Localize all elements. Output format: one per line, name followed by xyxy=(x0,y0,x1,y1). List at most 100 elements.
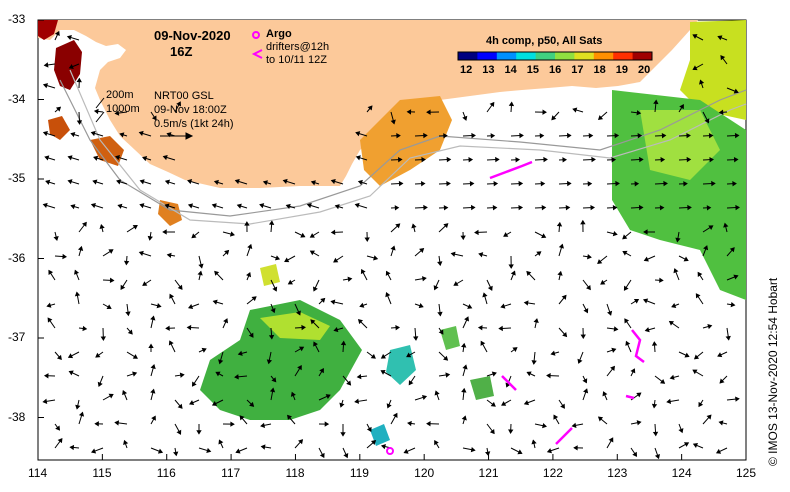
current-vector-head xyxy=(587,181,593,187)
current-vector-head xyxy=(282,178,288,185)
latitude-label: -35 xyxy=(8,171,26,185)
current-vector-head xyxy=(55,425,61,431)
current-vector-head xyxy=(395,324,401,331)
colorbar-segment xyxy=(458,52,478,60)
current-vector-head xyxy=(706,205,712,211)
current-vector-head xyxy=(151,115,157,121)
current-vector-head xyxy=(613,326,619,332)
current-vector-head xyxy=(390,245,396,251)
current-vector-head xyxy=(236,203,242,209)
current-vector-head xyxy=(469,180,475,187)
current-vector-head xyxy=(561,294,567,300)
current-vector-head xyxy=(230,421,235,427)
current-vector-head xyxy=(81,221,87,227)
current-vector-head xyxy=(500,303,506,309)
current-vector-head xyxy=(272,286,278,292)
current-vector-head xyxy=(630,368,636,374)
current-vector-head xyxy=(495,156,500,163)
current-vector-head xyxy=(654,453,660,460)
current-vector-head xyxy=(612,205,618,211)
current-vector-head xyxy=(597,259,603,265)
current-vector-head xyxy=(708,133,714,139)
current-vector-head xyxy=(139,179,145,185)
current-vector-head xyxy=(162,229,167,235)
current-vector-head xyxy=(720,55,726,61)
current-vector-head xyxy=(434,439,439,446)
current-vector-head xyxy=(150,315,156,321)
current-vector-head xyxy=(48,269,54,275)
colorbar-segment xyxy=(613,52,634,60)
current-vector-head xyxy=(698,401,704,408)
longitude-label: 125 xyxy=(736,466,757,480)
current-vector-head xyxy=(487,285,493,291)
current-vector-head xyxy=(380,370,386,375)
current-vector-head xyxy=(223,318,229,324)
current-vector-head xyxy=(67,353,74,359)
longitude-label: 119 xyxy=(349,466,369,480)
current-vector-head xyxy=(611,157,617,163)
longitude-label: 123 xyxy=(607,466,628,480)
current-vector-head xyxy=(686,132,691,139)
longitude-label: 120 xyxy=(414,466,435,480)
current-vector-head xyxy=(526,371,532,377)
current-vector-head xyxy=(354,398,360,404)
current-vector-head xyxy=(93,108,99,115)
colorbar xyxy=(457,51,653,61)
current-vector-head xyxy=(333,257,339,263)
current-vector-head xyxy=(215,371,221,377)
current-vector-head xyxy=(166,252,172,258)
current-vector-head xyxy=(310,319,316,325)
current-vector-head xyxy=(67,179,73,185)
current-vector-head xyxy=(512,347,518,352)
current-vector-head xyxy=(571,422,577,429)
current-vector-head xyxy=(164,179,170,185)
colorbar-segment xyxy=(632,52,653,60)
current-vector-head xyxy=(540,181,546,187)
current-vector-head xyxy=(692,369,698,375)
current-vector-head xyxy=(652,431,659,437)
current-vector-head xyxy=(531,360,537,365)
current-vector-head xyxy=(733,88,739,94)
current-vector-head xyxy=(659,277,664,283)
current-vector-head xyxy=(333,326,339,333)
current-vector-head xyxy=(75,404,81,410)
current-vector-head xyxy=(562,157,567,163)
current-vector-head xyxy=(519,132,524,139)
current-vector-head xyxy=(683,256,689,262)
current-vector-head xyxy=(735,204,740,211)
current-vector-head xyxy=(718,109,724,115)
sst-patch-nw-red xyxy=(54,40,82,90)
current-vector-head xyxy=(580,219,586,225)
current-vector-head xyxy=(367,105,373,111)
current-vector-head xyxy=(285,203,291,210)
current-vector-head xyxy=(148,343,154,348)
current-vector-head xyxy=(711,180,716,187)
colorbar-tick-label: 19 xyxy=(615,64,628,76)
drifter-track xyxy=(489,160,533,180)
current-vector-head xyxy=(150,388,156,394)
current-vector-head xyxy=(123,439,129,446)
current-vector-head xyxy=(653,99,659,105)
current-vector-head xyxy=(43,373,49,379)
current-vector-head xyxy=(356,373,362,380)
current-vector-head xyxy=(715,448,722,454)
current-vector-head xyxy=(413,336,419,341)
current-vector-head xyxy=(661,132,667,139)
current-vector-head xyxy=(406,352,412,358)
sst-patch-east-lightgreen xyxy=(640,110,720,180)
current-vector-head xyxy=(474,229,479,236)
current-vector-head xyxy=(42,131,48,137)
current-vector-head xyxy=(542,423,548,429)
current-vector-head xyxy=(69,444,75,451)
current-vector-head xyxy=(201,347,207,353)
current-vector-head xyxy=(46,302,52,308)
current-vector-head xyxy=(320,297,326,303)
current-vector-head xyxy=(99,224,105,230)
current-vector-head xyxy=(114,155,121,161)
current-vector-head xyxy=(443,133,448,139)
current-vector-head xyxy=(56,354,62,360)
drifter-track xyxy=(625,394,635,400)
current-vector-head xyxy=(551,115,557,121)
current-vector-head xyxy=(637,132,643,139)
current-vector-head xyxy=(638,204,644,211)
